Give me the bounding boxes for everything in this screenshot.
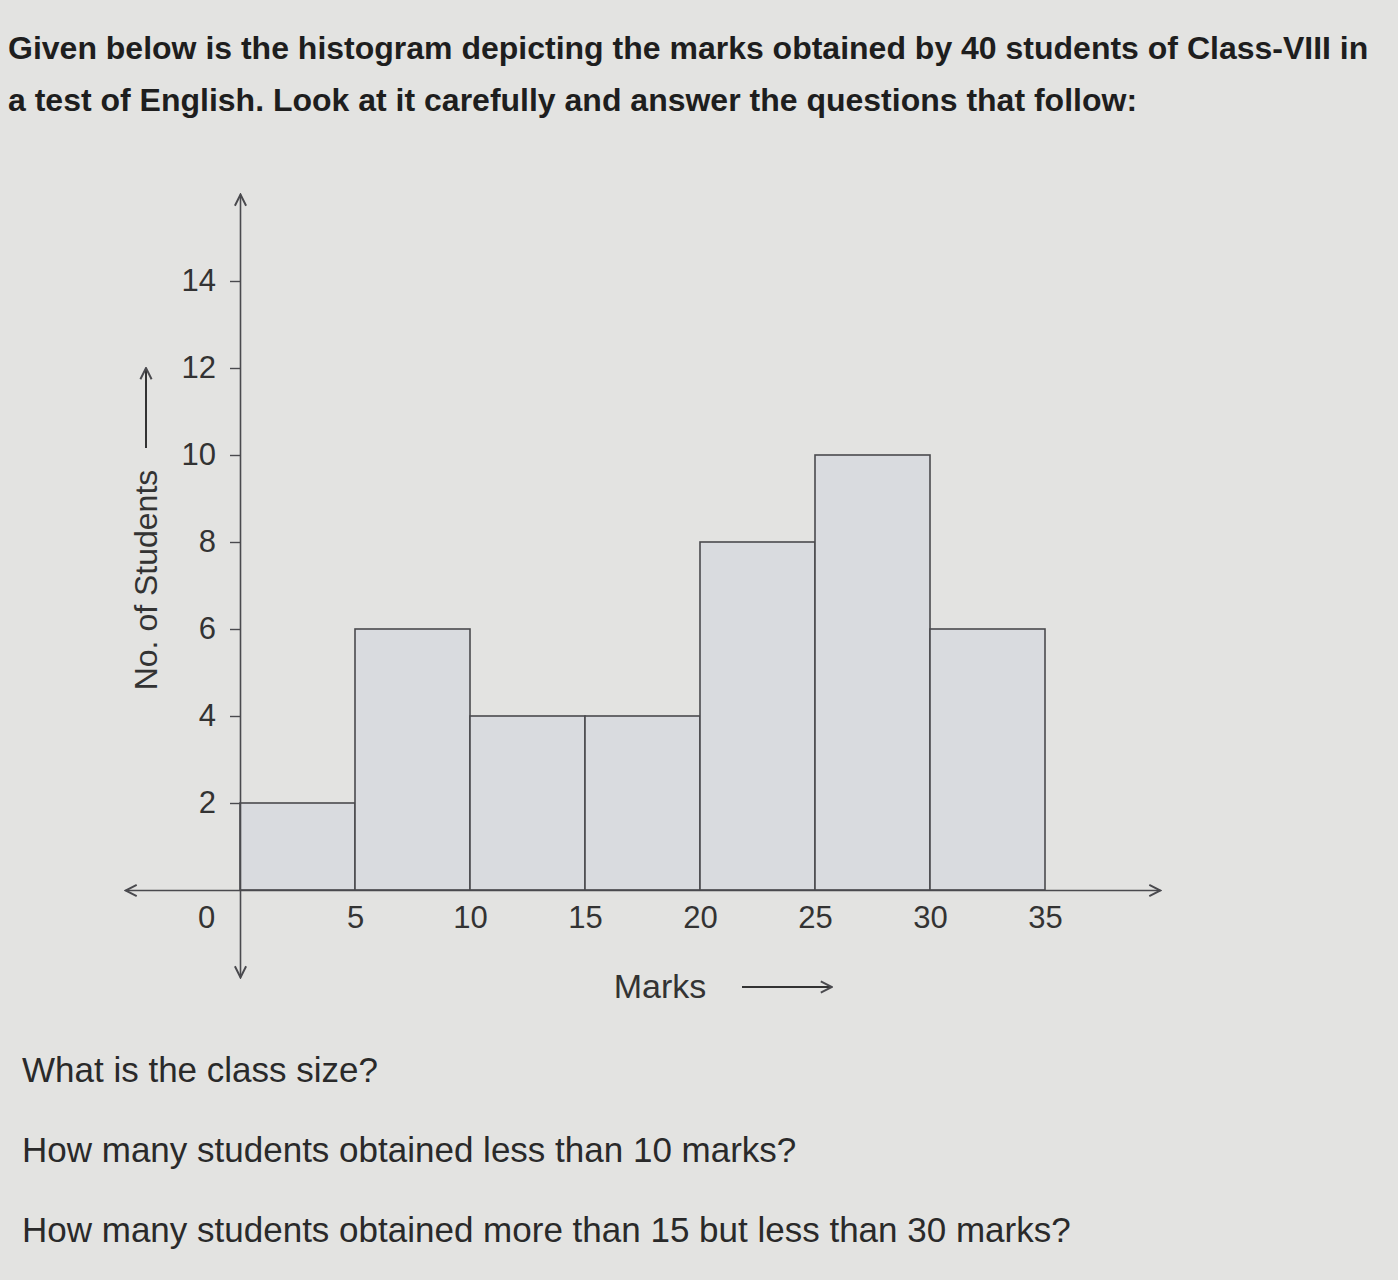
x-title-arrow: [742, 986, 832, 988]
histogram-bar: [585, 716, 700, 890]
histogram-bar: [700, 542, 815, 890]
histogram-bar: [930, 629, 1045, 890]
histogram-bar: [355, 629, 470, 890]
x-tick-label: 30: [913, 900, 947, 935]
y-tick: 14: [182, 263, 240, 298]
histogram-bar: [470, 716, 585, 890]
y-tick-label: 8: [199, 524, 216, 559]
bars: [240, 455, 1045, 890]
y-tick-mark: [230, 716, 240, 717]
histogram-bar: [815, 455, 930, 890]
x-tick-label: 5: [347, 900, 364, 935]
intro-text: Given below is the histogram depicting t…: [8, 22, 1388, 126]
y-tick-label: 12: [182, 350, 216, 385]
y-tick: 6: [199, 611, 240, 646]
y-title-arrow: [145, 368, 147, 448]
question: How many students obtained less than 10 …: [22, 1130, 796, 1170]
y-tick: 10: [182, 437, 240, 472]
x-axis-line: [126, 890, 1161, 892]
x-tick: 5: [347, 890, 364, 935]
y-axis-title: No. of Students: [128, 470, 164, 691]
histogram-bar: [240, 803, 355, 890]
x-tick-label: 25: [798, 900, 832, 935]
y-tick-label: 14: [182, 263, 216, 298]
x-tick: 30: [913, 890, 947, 935]
y-tick-mark: [230, 455, 240, 456]
x-tick: 15: [568, 890, 602, 935]
x-tick: 25: [798, 890, 832, 935]
question: What is the class size?: [22, 1050, 378, 1090]
y-tick: 8: [199, 524, 240, 559]
y-tick-mark: [230, 368, 240, 369]
x-tick: 20: [683, 890, 717, 935]
y-axis-line: [240, 195, 242, 978]
x-tick: 10: [453, 890, 487, 935]
y-tick-label: 10: [182, 437, 216, 472]
x-tick: 35: [1028, 890, 1062, 935]
x-tick-label: 20: [683, 900, 717, 935]
y-axis: 2 4 6 8 10 12 14: [182, 195, 241, 978]
y-tick: 2: [199, 785, 240, 820]
x-tick-label: 10: [453, 900, 487, 935]
y-tick-label: 6: [199, 611, 216, 646]
y-tick: 12: [182, 350, 240, 385]
question: How many students obtained more than 15 …: [22, 1210, 1071, 1250]
y-tick-label: 2: [199, 785, 216, 820]
x-tick: 0: [198, 890, 241, 935]
x-axis: 0 5 10 15 20 25 30 35: [126, 890, 1161, 935]
y-tick-mark: [230, 803, 240, 804]
y-tick: 4: [199, 698, 240, 733]
x-tick-label: 15: [568, 900, 602, 935]
y-tick-mark: [230, 629, 240, 630]
x-tick-label: 0: [198, 900, 215, 935]
y-tick-mark: [230, 542, 240, 543]
y-tick-label: 4: [199, 698, 216, 733]
x-axis-title: Marks: [614, 967, 707, 1005]
x-tick-label: 35: [1028, 900, 1062, 935]
y-tick-mark: [230, 281, 240, 282]
